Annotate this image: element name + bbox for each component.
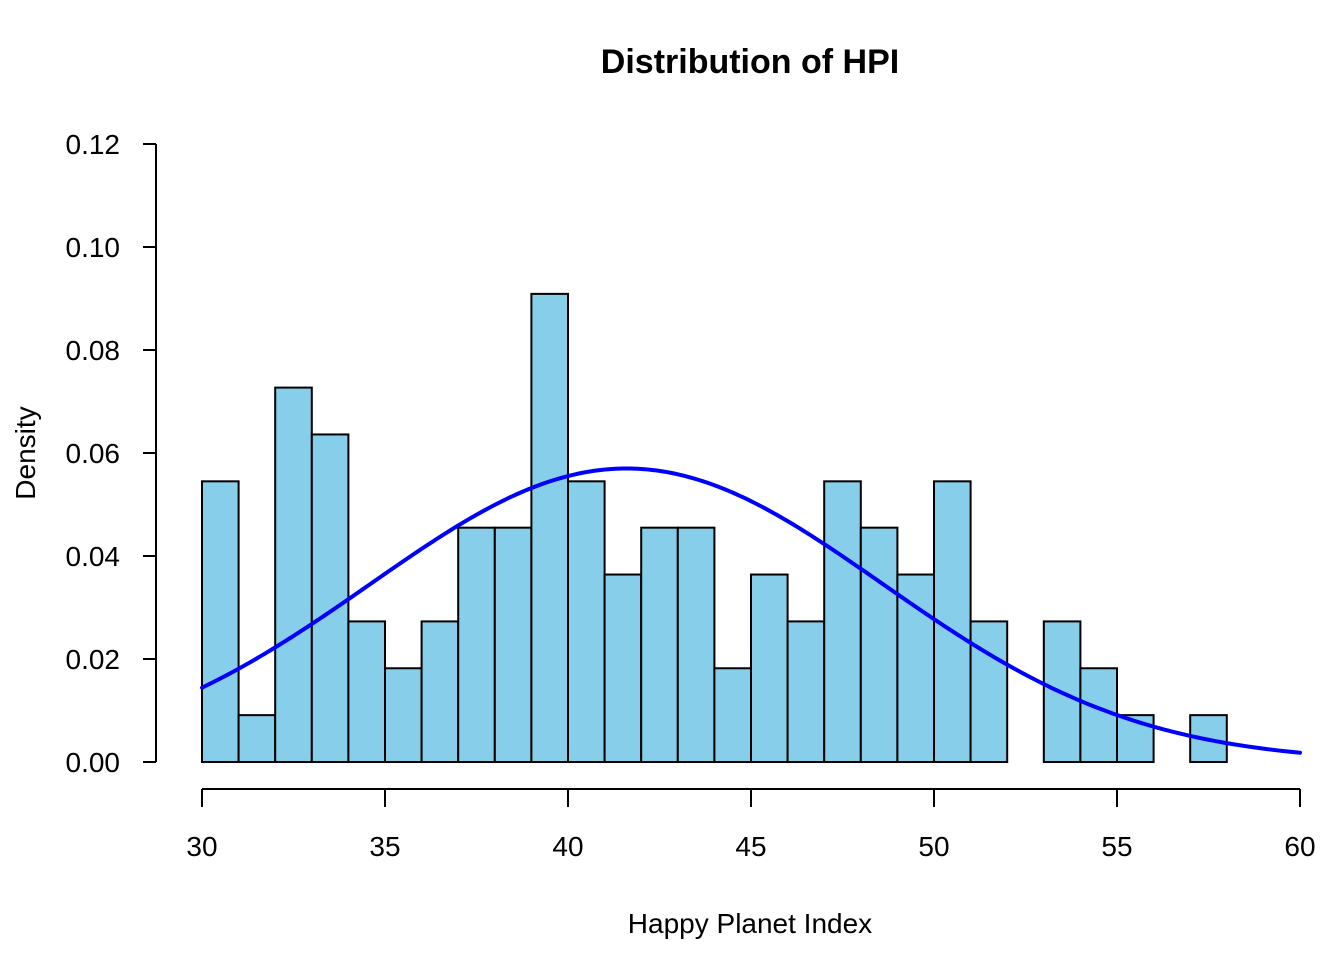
- y-tick-label: 0.10: [66, 232, 121, 263]
- x-axis: 30 35 40 45 50 55 60: [186, 788, 1316, 862]
- histogram-bar: [640, 526, 679, 763]
- y-tick-label: 0.06: [66, 438, 121, 469]
- y-tick-label: 0.02: [66, 644, 121, 675]
- y-tick-label: 0.08: [66, 335, 121, 366]
- histogram-bar: [750, 573, 789, 763]
- x-tick-label: 30: [186, 831, 217, 862]
- histogram-bar: [457, 526, 496, 763]
- histogram-bar: [603, 573, 643, 763]
- histogram-bar: [274, 386, 313, 763]
- x-tick-label: 60: [1284, 831, 1315, 862]
- histogram-bar: [567, 480, 606, 763]
- histogram-bar: [384, 667, 423, 764]
- histogram-bar: [347, 620, 386, 764]
- histogram-bar: [310, 433, 350, 763]
- y-tick-label: 0.00: [66, 747, 121, 778]
- x-tick-label: 55: [1101, 831, 1132, 862]
- histogram-bar: [201, 480, 240, 763]
- y-axis: 0.00 0.02 0.04 0.06 0.08 0.10 0.12: [66, 129, 157, 778]
- histogram-bar: [420, 620, 460, 764]
- histogram-bar: [713, 667, 753, 764]
- histogram-bar: [493, 526, 533, 763]
- x-tick-label: 35: [369, 831, 400, 862]
- x-tick-label: 50: [918, 831, 949, 862]
- plot-area: [200, 292, 1302, 764]
- histogram-bar: [1079, 667, 1119, 764]
- histogram-bar: [530, 292, 570, 763]
- y-axis-label: Density: [10, 406, 41, 499]
- histogram-bar: [237, 714, 277, 764]
- x-tick-label: 45: [735, 831, 766, 862]
- chart-title: Distribution of HPI: [601, 43, 899, 81]
- histogram-bar: [786, 620, 826, 764]
- histogram-bars: [201, 292, 1228, 764]
- density-curve: [200, 466, 1302, 755]
- histogram-bar: [969, 620, 1009, 764]
- y-tick-label: 0.12: [66, 129, 121, 160]
- histogram-bar: [823, 480, 862, 763]
- histogram-bar: [676, 526, 716, 763]
- x-tick-label: 40: [552, 831, 583, 862]
- histogram-bar: [896, 573, 936, 763]
- histogram-bar: [859, 526, 899, 763]
- x-axis-label: Happy Planet Index: [628, 908, 872, 939]
- y-tick-label: 0.04: [66, 541, 121, 572]
